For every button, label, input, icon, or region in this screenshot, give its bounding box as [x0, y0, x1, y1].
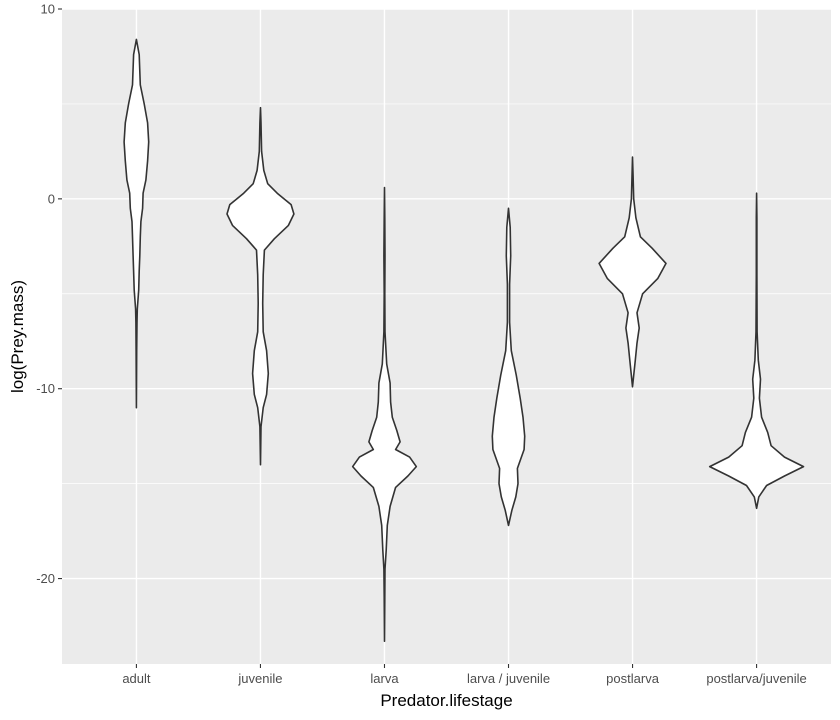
- violin-adult: [123, 38, 150, 409]
- plot-panel: [62, 9, 831, 664]
- x-axis-title: Predator.lifestage: [380, 691, 512, 710]
- y-tick-label: 10: [41, 2, 55, 17]
- x-axis: adult juvenile larva larva / juvenile postla…: [122, 664, 807, 686]
- violin-postlarva: [598, 156, 667, 388]
- x-tick-label: juvenile: [237, 671, 282, 686]
- violin-larva-juvenile: [491, 207, 526, 527]
- violin-juvenile: [226, 106, 295, 466]
- y-tick-label: 0: [48, 191, 55, 206]
- y-axis-title: log(Prey.mass): [8, 280, 27, 393]
- x-tick-label: adult: [122, 671, 151, 686]
- x-tick-label: larva: [370, 671, 399, 686]
- violin-postlarva-juvenile: [708, 192, 805, 510]
- violin-larva: [351, 186, 418, 642]
- y-tick-label: -20: [36, 571, 55, 586]
- x-tick-label: postlarva: [606, 671, 660, 686]
- x-tick-label: larva / juvenile: [467, 671, 550, 686]
- y-tick-label: -10: [36, 381, 55, 396]
- y-axis: 10 0 -10 -20: [36, 2, 62, 586]
- violins: [123, 38, 805, 642]
- x-tick-label: postlarva/juvenile: [706, 671, 806, 686]
